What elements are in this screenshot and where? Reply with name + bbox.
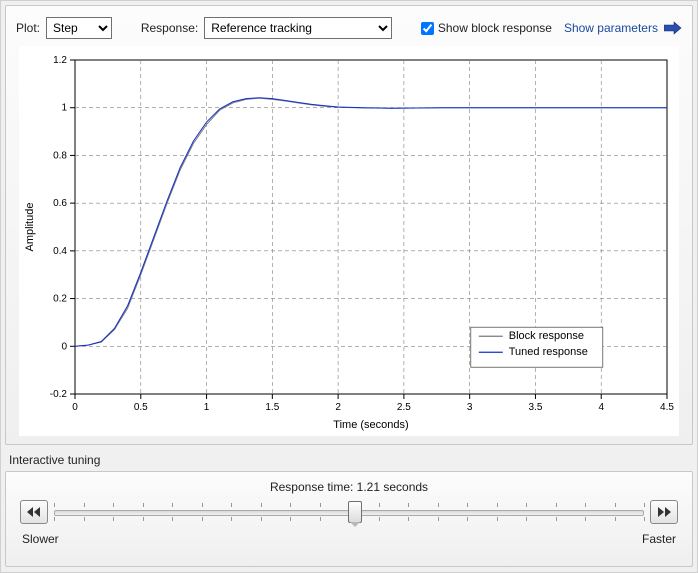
show-parameters-link[interactable]: Show parameters xyxy=(564,21,682,35)
slider-thumb[interactable] xyxy=(348,501,362,523)
svg-text:1.5: 1.5 xyxy=(265,402,279,413)
response-select[interactable]: Reference tracking xyxy=(204,17,392,39)
svg-text:Block response: Block response xyxy=(509,330,584,342)
svg-text:1: 1 xyxy=(204,402,210,413)
pid-tuner-window: Plot: Step Response: Reference tracking … xyxy=(0,0,698,573)
svg-text:2.5: 2.5 xyxy=(397,402,411,413)
svg-text:0.8: 0.8 xyxy=(53,150,67,161)
svg-text:3.5: 3.5 xyxy=(528,402,542,413)
svg-text:2: 2 xyxy=(335,402,341,413)
svg-text:0: 0 xyxy=(61,341,67,352)
svg-text:Time (seconds): Time (seconds) xyxy=(333,419,408,431)
fast-forward-icon xyxy=(657,507,671,517)
plot-panel: Plot: Step Response: Reference tracking … xyxy=(5,5,693,445)
tuning-panel: Response time: 1.21 seconds Slower Faste… xyxy=(5,471,693,567)
svg-text:-0.2: -0.2 xyxy=(50,389,68,400)
plot-select[interactable]: Step xyxy=(46,17,112,39)
interactive-tuning-label: Interactive tuning xyxy=(5,451,693,471)
svg-text:1.2: 1.2 xyxy=(53,55,67,66)
slower-label: Slower xyxy=(22,532,59,546)
svg-text:4: 4 xyxy=(598,402,604,413)
show-block-response-label: Show block response xyxy=(438,21,552,35)
response-time-label: Response time: 1.21 seconds xyxy=(20,480,678,494)
rewind-icon xyxy=(27,507,41,517)
plot-toolbar: Plot: Step Response: Reference tracking … xyxy=(16,14,682,42)
svg-text:0: 0 xyxy=(72,402,78,413)
show-block-response-input[interactable] xyxy=(421,22,434,35)
svg-text:0.2: 0.2 xyxy=(53,294,67,305)
svg-text:0.6: 0.6 xyxy=(53,198,67,209)
response-label: Response: xyxy=(141,21,198,35)
step-faster-button[interactable] xyxy=(650,500,678,524)
arrow-right-icon xyxy=(664,21,682,35)
show-parameters-label: Show parameters xyxy=(564,21,658,35)
svg-text:0.5: 0.5 xyxy=(134,402,148,413)
interactive-tuning-section: Interactive tuning Response time: 1.21 s… xyxy=(5,451,693,567)
step-slower-button[interactable] xyxy=(20,500,48,524)
svg-text:4.5: 4.5 xyxy=(660,402,674,413)
response-time-slider[interactable] xyxy=(54,501,644,523)
svg-text:0.4: 0.4 xyxy=(53,246,67,257)
svg-text:Amplitude: Amplitude xyxy=(24,203,36,252)
show-block-response-checkbox[interactable]: Show block response xyxy=(421,21,552,35)
svg-text:Tuned response: Tuned response xyxy=(509,346,588,358)
step-response-chart: 0 0.5 1 1.5 2 2.5 3 3.5 4 4.5 -0.2 0 0.2 0.4 0.6 0.8 1 1.… xyxy=(19,46,679,436)
svg-text:1: 1 xyxy=(61,103,67,114)
response-time-slider-row xyxy=(20,500,678,524)
faster-label: Faster xyxy=(642,532,676,546)
svg-text:3: 3 xyxy=(467,402,473,413)
plot-label: Plot: xyxy=(16,21,40,35)
